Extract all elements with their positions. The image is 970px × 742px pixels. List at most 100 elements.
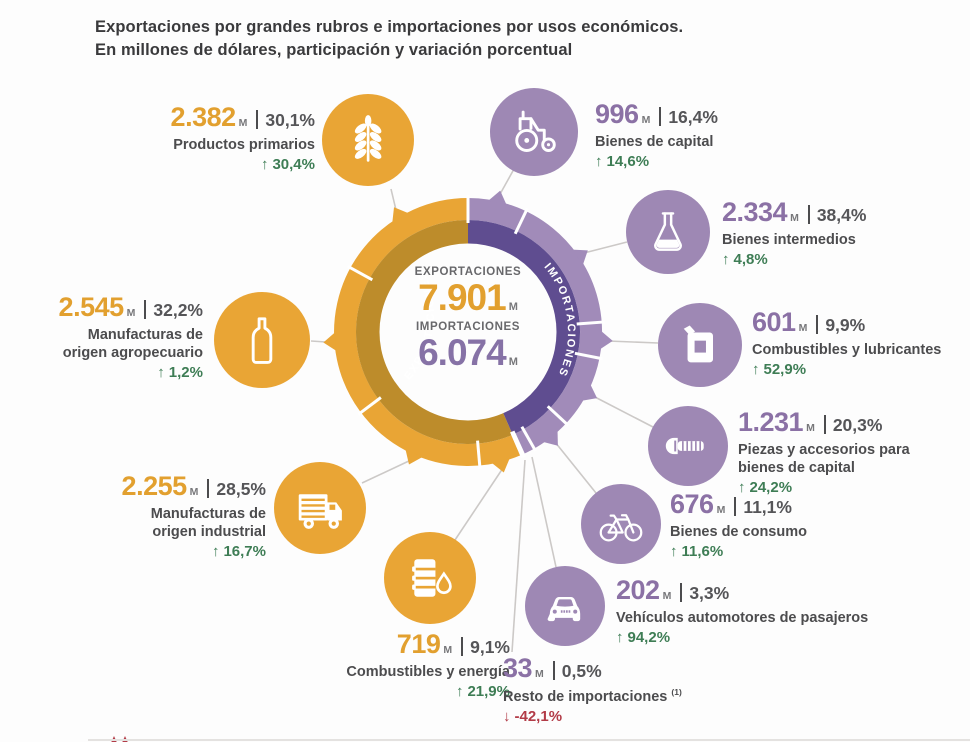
item-value: 1.231 bbox=[738, 407, 804, 437]
item-share: 3,3% bbox=[689, 583, 730, 603]
item-label: Combustibles y energía bbox=[346, 663, 510, 680]
item-change: ↓ -42,1% bbox=[503, 708, 753, 727]
item-unit: M bbox=[641, 114, 651, 126]
up-arrow-icon: ↑ bbox=[211, 543, 220, 560]
item-unit: M bbox=[716, 504, 726, 516]
item-change: ↑ 16,7% bbox=[118, 543, 266, 562]
page-title: Exportaciones por grandes rubros e impor… bbox=[95, 16, 815, 62]
item-label: Piezas y accesorios para bienes de capit… bbox=[738, 441, 910, 476]
import-item-resto-importaciones: 33 M 0,5% Resto de importaciones (1) ↓ -42,… bbox=[503, 652, 753, 726]
wheat-icon bbox=[322, 94, 414, 186]
item-value-line: 202 M 3,3% bbox=[616, 574, 926, 608]
export-item-manufacturas-industrial: 2.255 M 28,5% Manufacturas de origen indus… bbox=[118, 470, 266, 562]
up-arrow-icon: ↑ bbox=[752, 360, 760, 378]
connector-line bbox=[310, 340, 327, 343]
center-exports-value: 7.901 M bbox=[418, 277, 518, 318]
item-share: 16,4% bbox=[668, 107, 718, 127]
export-item-productos-primarios: 2.382 M 30,1% Productos primarios ↑ 30,4% bbox=[110, 101, 315, 175]
item-value: 996 bbox=[595, 99, 639, 129]
separator-bar bbox=[552, 661, 555, 680]
item-share: 32,2% bbox=[153, 300, 203, 320]
separator-bar bbox=[734, 497, 737, 516]
separator-bar bbox=[659, 107, 662, 126]
item-share: 9,1% bbox=[470, 637, 510, 657]
up-arrow-icon: ↑ bbox=[670, 542, 678, 560]
item-value-line: 676 M 11,1% bbox=[670, 488, 880, 522]
donut-rings bbox=[323, 190, 613, 473]
separator-bar bbox=[807, 205, 810, 224]
donut-center-hole bbox=[379, 243, 557, 421]
center-imports-value: 6.074 M bbox=[418, 331, 518, 373]
item-value-line: 33 M 0,5% bbox=[503, 652, 753, 686]
item-change-value: 52,9% bbox=[763, 360, 807, 378]
item-label: Bienes intermedios bbox=[722, 231, 856, 248]
up-arrow-icon: ↑ bbox=[616, 628, 624, 646]
item-change: ↑ 24,2% bbox=[738, 479, 928, 498]
item-value: 719 bbox=[396, 629, 441, 659]
oil-barrel-icon bbox=[384, 532, 476, 624]
connector-line bbox=[390, 188, 397, 211]
truck-icon bbox=[274, 462, 366, 554]
import-item-piezas-accesorios: 1.231 M 20,3% Piezas y accesorios para bie… bbox=[738, 406, 928, 498]
item-value: 2.255 bbox=[121, 471, 188, 501]
item-change-value: 4,8% bbox=[733, 250, 768, 268]
item-value-line: 2.382 M 30,1% bbox=[110, 101, 315, 135]
up-arrow-icon: ↑ bbox=[260, 155, 269, 173]
item-label: Bienes de capital bbox=[595, 133, 714, 150]
connector-line bbox=[361, 459, 412, 484]
up-arrow-icon: ↑ bbox=[722, 250, 730, 268]
connector-line bbox=[531, 456, 557, 568]
item-unit: M bbox=[443, 644, 453, 656]
up-arrow-icon: ↑ bbox=[455, 682, 464, 700]
import-item-bienes-consumo: 676 M 11,1% Bienes de consumo ↑ 11,6% bbox=[670, 488, 880, 562]
bottle-icon bbox=[214, 292, 310, 388]
item-value-line: 2.545 M 32,2% bbox=[55, 291, 203, 325]
import-item-bienes-capital: 996 M 16,4% Bienes de capital ↑ 14,6% bbox=[595, 98, 830, 172]
item-change: ↑ 4,8% bbox=[722, 251, 957, 270]
down-arrow-icon: ↓ bbox=[503, 707, 511, 725]
flask-icon bbox=[626, 190, 710, 274]
import-item-combustibles-lubricantes: 601 M 9,9% Combustibles y lubricantes ↑ 52,… bbox=[752, 306, 967, 380]
title-line-2: En millones de dólares, participación y … bbox=[95, 41, 573, 60]
item-label: Manufacturas de origen agropecuario bbox=[62, 326, 203, 361]
item-unit: M bbox=[798, 322, 808, 334]
separator-bar bbox=[816, 315, 819, 334]
item-change-value: 14,6% bbox=[606, 152, 650, 170]
item-share: 30,1% bbox=[265, 110, 315, 130]
item-change: ↑ 1,2% bbox=[55, 364, 203, 383]
item-unit: M bbox=[662, 590, 672, 602]
separator-bar bbox=[461, 637, 464, 656]
footnote-reference: (1) bbox=[671, 686, 682, 697]
item-share: 28,5% bbox=[216, 479, 266, 499]
import-item-vehiculos-pasajeros: 202 M 3,3% Vehículos automotores de pasaje… bbox=[616, 574, 926, 648]
item-change: ↑ 52,9% bbox=[752, 361, 967, 380]
item-change-value: 16,7% bbox=[223, 543, 266, 560]
item-share: 0,5% bbox=[561, 661, 602, 681]
connector-line bbox=[583, 241, 628, 254]
item-value: 202 bbox=[616, 575, 660, 605]
connector-line bbox=[607, 340, 659, 344]
separator-bar bbox=[823, 415, 826, 434]
item-change-value: 24,2% bbox=[749, 479, 793, 496]
item-value: 2.382 bbox=[170, 102, 237, 132]
item-value-line: 719 M 9,1% bbox=[295, 628, 510, 662]
connector-line bbox=[592, 395, 654, 428]
separator-bar bbox=[680, 583, 683, 602]
item-share: 20,3% bbox=[832, 415, 883, 435]
item-unit: M bbox=[238, 117, 248, 129]
connector-line bbox=[454, 467, 504, 541]
connector-line bbox=[498, 168, 515, 197]
up-arrow-icon: ↑ bbox=[595, 152, 603, 170]
item-value: 601 bbox=[752, 307, 796, 337]
screw-icon bbox=[648, 406, 728, 486]
item-label: Vehículos automotores de pasajeros bbox=[616, 609, 869, 626]
up-arrow-icon: ↑ bbox=[738, 479, 746, 496]
item-unit: M bbox=[790, 212, 799, 224]
item-change: ↑ 30,4% bbox=[110, 156, 315, 175]
separator-bar bbox=[144, 300, 147, 319]
connector-line bbox=[554, 441, 597, 494]
up-arrow-icon: ↑ bbox=[157, 364, 165, 381]
item-change: ↑ 21,9% bbox=[295, 683, 510, 702]
item-share: 38,4% bbox=[816, 205, 867, 225]
